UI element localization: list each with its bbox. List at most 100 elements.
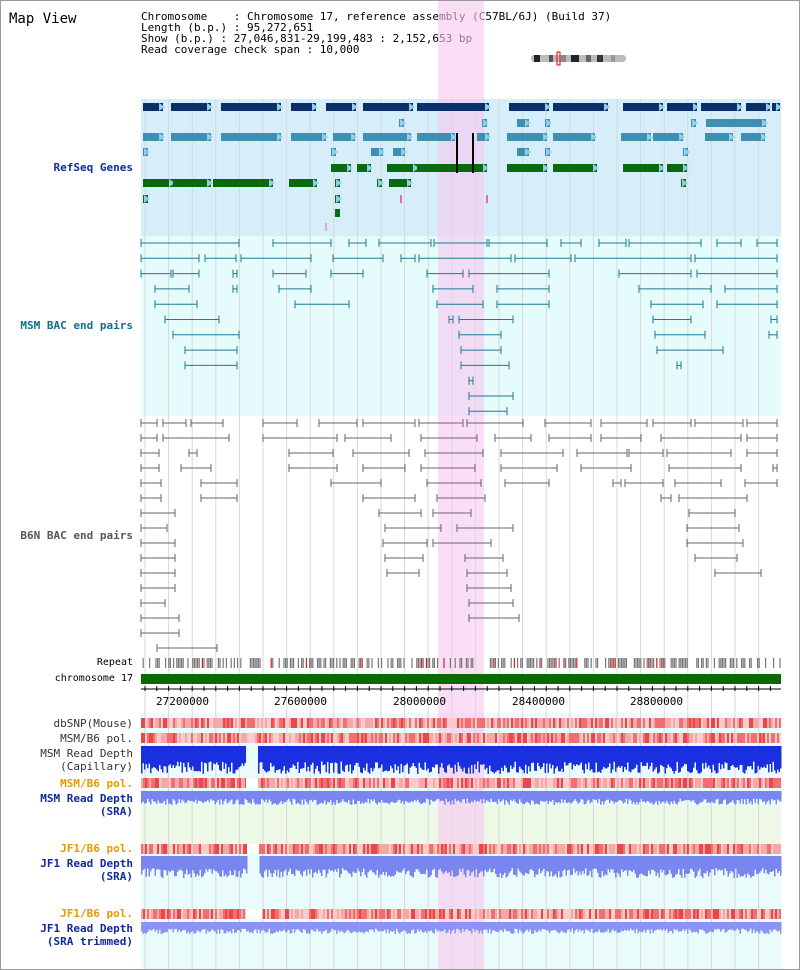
read-depth-bar bbox=[637, 791, 639, 805]
polymorphism-heat bbox=[211, 778, 213, 788]
polymorphism-heat bbox=[335, 844, 337, 854]
polymorphism-heat bbox=[415, 844, 417, 854]
read-depth-bar bbox=[717, 746, 719, 773]
read-depth-bar bbox=[508, 746, 510, 773]
read-depth-bar bbox=[376, 856, 378, 871]
polymorphism-heat bbox=[459, 909, 461, 919]
polymorphism-heat bbox=[759, 778, 761, 788]
polymorphism-heat bbox=[229, 909, 231, 919]
read-depth-bar bbox=[703, 922, 705, 932]
polymorphism-heat bbox=[613, 778, 615, 788]
polymorphism-heat bbox=[389, 844, 391, 854]
read-depth-bar bbox=[210, 746, 212, 762]
polymorphism-heat bbox=[211, 909, 213, 919]
polymorphism-heat bbox=[575, 909, 577, 919]
polymorphism-heat bbox=[521, 718, 523, 728]
polymorphism-heat bbox=[761, 718, 763, 728]
read-depth-bar bbox=[717, 856, 719, 871]
read-depth-bar bbox=[208, 922, 210, 933]
polymorphism-heat bbox=[265, 844, 267, 854]
read-depth-bar bbox=[646, 856, 648, 877]
read-depth-bar bbox=[424, 791, 426, 803]
polymorphism-heat bbox=[725, 733, 727, 743]
polymorphism-heat bbox=[409, 778, 411, 788]
repeat-mark bbox=[675, 658, 677, 668]
polymorphism-heat bbox=[703, 733, 705, 743]
polymorphism-heat bbox=[499, 778, 501, 788]
polymorphism-heat bbox=[523, 909, 525, 919]
read-depth-bar bbox=[748, 791, 750, 804]
read-depth-bar bbox=[483, 856, 485, 877]
polymorphism-heat bbox=[427, 909, 429, 919]
read-depth-bar bbox=[400, 856, 402, 873]
read-depth-bar bbox=[331, 746, 333, 763]
polymorphism-heat bbox=[493, 909, 495, 919]
read-depth-bar bbox=[672, 791, 674, 804]
polymorphism-heat bbox=[375, 778, 377, 788]
read-depth-bar bbox=[666, 922, 668, 929]
read-depth-bar bbox=[469, 856, 471, 876]
read-depth-bar bbox=[628, 856, 630, 871]
polymorphism-heat bbox=[735, 733, 737, 743]
repeat-mark bbox=[459, 658, 461, 668]
polymorphism-heat bbox=[705, 844, 707, 854]
polymorphism-heat bbox=[321, 844, 323, 854]
read-depth-bar bbox=[646, 922, 648, 930]
read-depth-bar bbox=[360, 922, 362, 933]
polymorphism-heat bbox=[439, 909, 441, 919]
polymorphism-heat bbox=[723, 844, 725, 854]
polymorphism-heat bbox=[281, 718, 283, 728]
read-depth-bar bbox=[303, 746, 305, 769]
polymorphism-heat bbox=[497, 844, 499, 854]
polymorphism-heat bbox=[439, 733, 441, 743]
ideogram-band bbox=[586, 55, 591, 62]
polymorphism-heat bbox=[421, 844, 423, 854]
read-depth-bar bbox=[667, 856, 669, 874]
read-depth-bar bbox=[649, 922, 651, 934]
read-depth-bar bbox=[289, 922, 291, 934]
read-depth-bar bbox=[208, 856, 210, 869]
read-depth-bar bbox=[229, 791, 231, 801]
polymorphism-heat bbox=[315, 733, 317, 743]
polymorphism-heat bbox=[631, 844, 633, 854]
polymorphism-heat bbox=[237, 718, 239, 728]
repeat-mark bbox=[656, 658, 658, 668]
repeat-mark bbox=[211, 658, 213, 668]
read-depth-bar bbox=[708, 791, 710, 803]
read-depth-bar bbox=[720, 922, 722, 932]
refseq-gene bbox=[331, 164, 351, 172]
read-depth-bar bbox=[633, 791, 635, 802]
polymorphism-heat bbox=[371, 718, 373, 728]
read-depth-bar bbox=[477, 746, 479, 762]
read-depth-bar bbox=[349, 922, 351, 933]
polymorphism-heat bbox=[569, 733, 571, 743]
polymorphism-heat bbox=[591, 909, 593, 919]
read-depth-bar bbox=[570, 746, 572, 763]
gene-arrow bbox=[401, 148, 407, 156]
polymorphism-heat bbox=[295, 718, 297, 728]
polymorphism-heat bbox=[303, 844, 305, 854]
read-depth-bar bbox=[216, 746, 218, 763]
polymorphism-heat bbox=[579, 844, 581, 854]
read-depth-bar bbox=[408, 922, 410, 934]
read-depth-bar bbox=[315, 791, 317, 800]
read-depth-bar bbox=[709, 922, 711, 932]
read-depth-bar bbox=[603, 922, 605, 933]
polymorphism-heat bbox=[155, 909, 157, 919]
read-depth-bar bbox=[430, 856, 432, 875]
read-depth-bar bbox=[664, 856, 666, 876]
read-depth-bar bbox=[682, 791, 684, 801]
polymorphism-heat bbox=[405, 718, 407, 728]
polymorphism-heat bbox=[717, 733, 719, 743]
read-depth-bar bbox=[646, 791, 648, 802]
polymorphism-heat bbox=[373, 733, 375, 743]
refseq-gene bbox=[517, 119, 529, 127]
polymorphism-heat bbox=[277, 909, 279, 919]
read-depth-bar bbox=[415, 746, 417, 768]
read-depth-bar bbox=[528, 922, 530, 932]
polymorphism-heat bbox=[449, 909, 451, 919]
read-depth-bar bbox=[723, 746, 725, 769]
read-depth-bar bbox=[610, 856, 612, 870]
read-depth-bar bbox=[769, 856, 771, 872]
